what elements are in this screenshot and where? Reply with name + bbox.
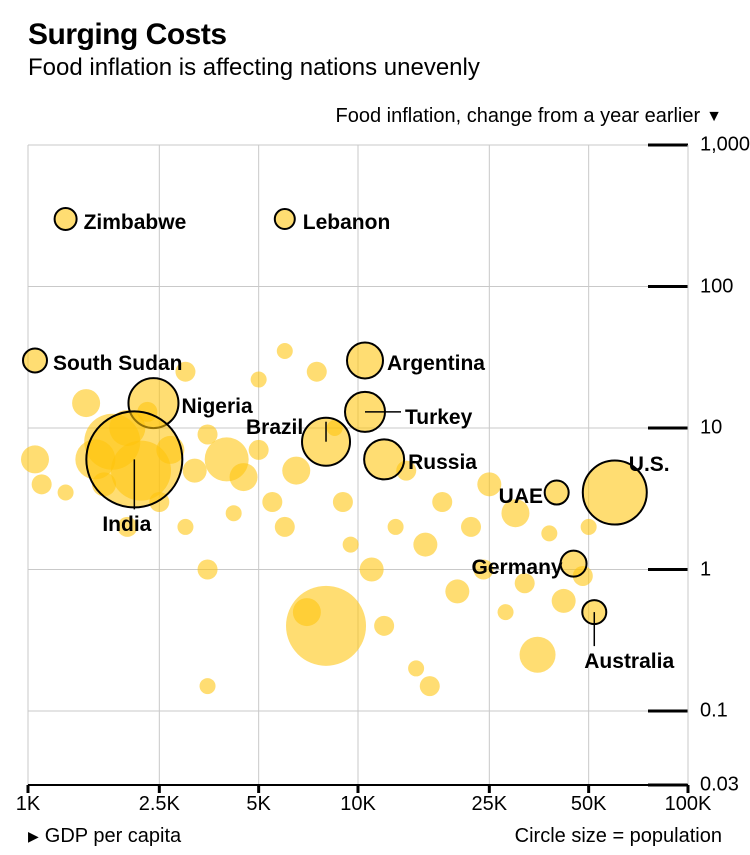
- bubble-size-note: Circle size = population: [515, 825, 722, 848]
- country-label: Australia: [584, 650, 674, 674]
- country-label: Argentina: [387, 352, 485, 376]
- x-tick-label: 1K: [16, 793, 40, 816]
- x-tick-label: 10K: [340, 793, 376, 816]
- x-tick-label: 5K: [246, 793, 270, 816]
- x-axis-label: GDP per capita: [45, 825, 181, 848]
- triangle-down-icon: ▼: [706, 109, 722, 125]
- y-tick-label: 1: [700, 558, 711, 581]
- country-label: Lebanon: [303, 211, 391, 235]
- country-label: Turkey: [405, 406, 472, 430]
- y-axis-legend: Food inflation, change from a year earli…: [336, 105, 722, 128]
- country-label: UAE: [499, 485, 543, 509]
- country-label: U.S.: [629, 453, 670, 477]
- country-label: Brazil: [246, 416, 303, 440]
- country-label: India: [102, 513, 151, 537]
- country-label: Zimbabwe: [84, 211, 187, 235]
- country-label: Germany: [472, 556, 563, 580]
- x-axis-legend: ▶ GDP per capita: [28, 825, 181, 848]
- y-axis-label: Food inflation, change from a year earli…: [336, 105, 701, 128]
- triangle-right-icon: ▶: [28, 828, 39, 845]
- country-label: South Sudan: [53, 352, 183, 376]
- y-tick-label: 100: [700, 275, 733, 298]
- bubble-chart: 1,000%1001010.10.031K2.5K5K10K25K50K100K…: [28, 145, 688, 785]
- x-tick-label: 25K: [472, 793, 508, 816]
- chart-subtitle: Food inflation is affecting nations unev…: [28, 54, 480, 82]
- x-tick-label: 2.5K: [139, 793, 180, 816]
- x-tick-label: 50K: [571, 793, 607, 816]
- y-tick-label: 0.1: [700, 700, 728, 723]
- y-tick-label: 10: [700, 417, 722, 440]
- country-label: Nigeria: [181, 395, 252, 419]
- x-tick-label: 100K: [665, 793, 712, 816]
- chart-title: Surging Costs: [28, 18, 480, 52]
- y-tick-label: 1,000%: [700, 134, 750, 157]
- country-label: Russia: [408, 451, 477, 475]
